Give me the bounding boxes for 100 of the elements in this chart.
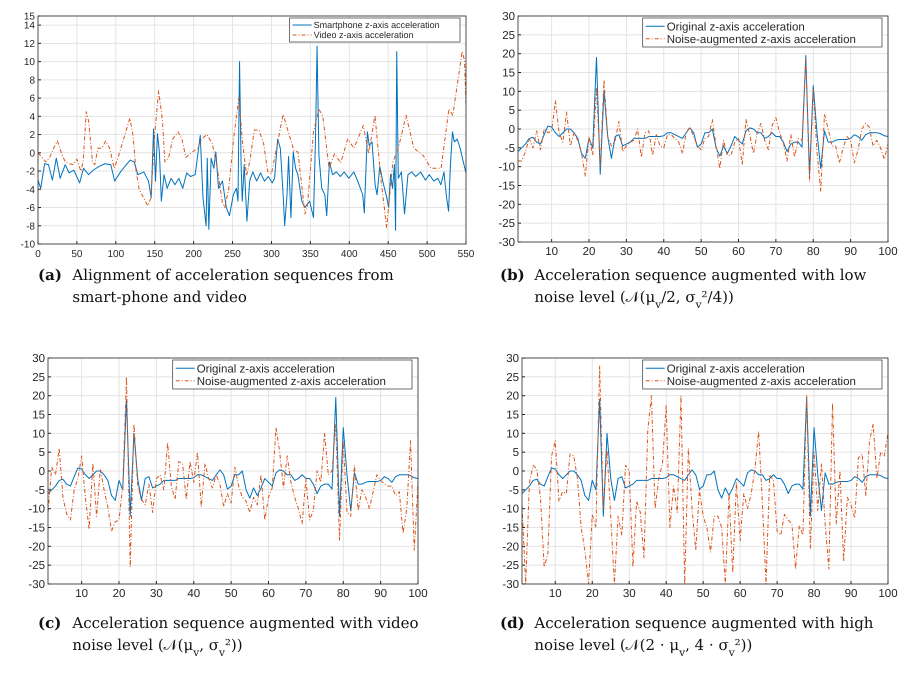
text: (c) Acceleration sequence augmented with video noise level (𝒩(μ$_{v}$, σ$_{v}$²)) [38,614,419,659]
y-tick-label: -10 [20,240,36,250]
y-tick-label: 10 [32,428,45,440]
legend-label: Video z-axis acceleration [314,30,414,40]
x-tick-label: 60 [732,246,745,258]
y-tick-label: 4 [29,112,36,123]
y-tick-label: 6 [29,94,36,105]
x-tick-label: 10 [545,246,558,258]
y-tick-label: 25 [506,372,519,384]
y-tick-label: 15 [24,12,36,22]
x-tick-label: 80 [808,588,820,600]
x-tick-label: 90 [844,588,858,600]
y-tick-label: -10 [28,504,45,516]
x-tick-label: 90 [844,246,858,258]
x-tick-label: 80 [806,246,820,258]
y-tick-label: 30 [506,353,519,366]
x-tick-label: 500 [418,249,436,260]
y-tick-label: -15 [498,180,515,193]
y-tick-label: 0 [508,124,515,136]
y-tick-label: -15 [502,522,519,535]
y-tick-label: -2 [26,166,36,178]
y-tick-label: -6 [26,203,36,214]
text: (a) Alignment of acceleration sequences from smart-phone and video [38,266,394,306]
y-tick-label: -25 [498,218,515,230]
legend-label: Original z-axis acceleration [666,21,805,34]
y-tick-label: -10 [498,162,515,174]
x-tick-label: 60 [262,588,275,600]
y-tick-label: -30 [502,579,519,592]
x-tick-label: 30 [620,246,633,258]
x-tick-label: 100 [408,588,428,600]
y-tick-label: 25 [32,372,45,384]
x-tick-label: 80 [336,588,350,600]
y-tick-label: -8 [26,221,36,232]
y-tick-label: 0 [38,466,45,478]
x-tick-label: 50 [71,249,83,260]
y-tick-label: -5 [34,484,45,497]
x-tick-label: 70 [770,588,784,600]
x-tick-label: 20 [586,588,599,600]
y-tick-label: 15 [506,410,519,422]
y-tick-label: 15 [502,68,515,80]
y-tick-label: 20 [506,390,519,403]
x-tick-label: 300 [263,249,280,260]
y-tick-label: 15 [32,410,45,422]
y-tick-label: 2 [29,130,36,142]
y-tick-label: 10 [502,86,515,98]
y-tick-label: 10 [506,428,519,440]
legend-label: Smartphone z-axis acceleration [314,20,440,30]
x-tick-label: 10 [75,588,88,600]
x-tick-label: 70 [299,588,312,600]
y-tick-label: 30 [32,353,45,366]
x-tick-label: 60 [734,588,747,600]
y-tick-label: -15 [28,522,45,535]
legend-label: Original z-axis acceleration [666,363,805,376]
y-tick-label: -20 [498,199,515,212]
x-tick-label: 400 [340,249,358,260]
y-tick-label: 14 [24,20,36,32]
x-tick-label: 20 [582,246,596,258]
x-tick-label: 40 [660,588,673,600]
y-tick-label: -25 [502,560,519,572]
y-tick-label: -30 [498,237,515,250]
y-tick-label: 20 [32,390,45,403]
x-tick-label: 70 [769,246,782,258]
y-tick-label: -20 [28,541,45,554]
y-tick-label: 5 [38,447,45,460]
y-tick-label: -5 [504,142,515,155]
y-tick-label: -4 [26,184,36,196]
line-series [522,365,888,584]
text: (b) Acceleration sequence augmented with low noise level (𝒩(μ$_{v}$/2, σ$_{v}$²/4)) [500,266,867,311]
x-tick-label: 40 [657,246,670,258]
legend-label: Noise-augmented z-axis acceleration [666,34,856,46]
line-series [48,376,418,568]
x-tick-label: 90 [374,588,388,600]
x-tick-label: 50 [694,246,708,258]
text: (d) Acceleration sequence augmented with high noise level (𝒩(2 · μ$_{v}$, 4 · σ$_{v}$²)) [500,614,874,659]
x-tick-label: 50 [696,588,710,600]
y-tick-label: 5 [508,105,515,118]
x-tick-label: 20 [112,588,126,600]
y-tick-label: 30 [502,11,515,24]
x-tick-label: 50 [224,588,238,600]
y-tick-label: 0 [512,466,519,478]
x-tick-label: 200 [185,249,202,260]
y-tick-label: -25 [28,560,45,572]
legend-label: Original z-axis acceleration [196,363,335,376]
y-tick-label: 25 [502,30,515,42]
legend-label: Noise-augmented z-axis acceleration [666,376,856,388]
y-tick-label: -10 [502,504,519,516]
y-tick-label: 20 [502,48,515,61]
x-tick-label: 40 [187,588,200,600]
y-tick-label: 8 [29,75,36,86]
y-tick-label: 5 [512,447,519,460]
x-tick-label: 250 [224,249,242,260]
line-series [48,397,418,517]
x-tick-label: 30 [622,588,636,600]
x-tick-label: 350 [302,249,320,260]
x-tick-label: 100 [878,246,898,258]
y-tick-label: 0 [29,148,36,160]
x-tick-label: 450 [380,249,397,260]
y-tick-label: 12 [24,38,36,50]
line-series [522,397,888,517]
y-tick-label: -5 [508,484,519,497]
